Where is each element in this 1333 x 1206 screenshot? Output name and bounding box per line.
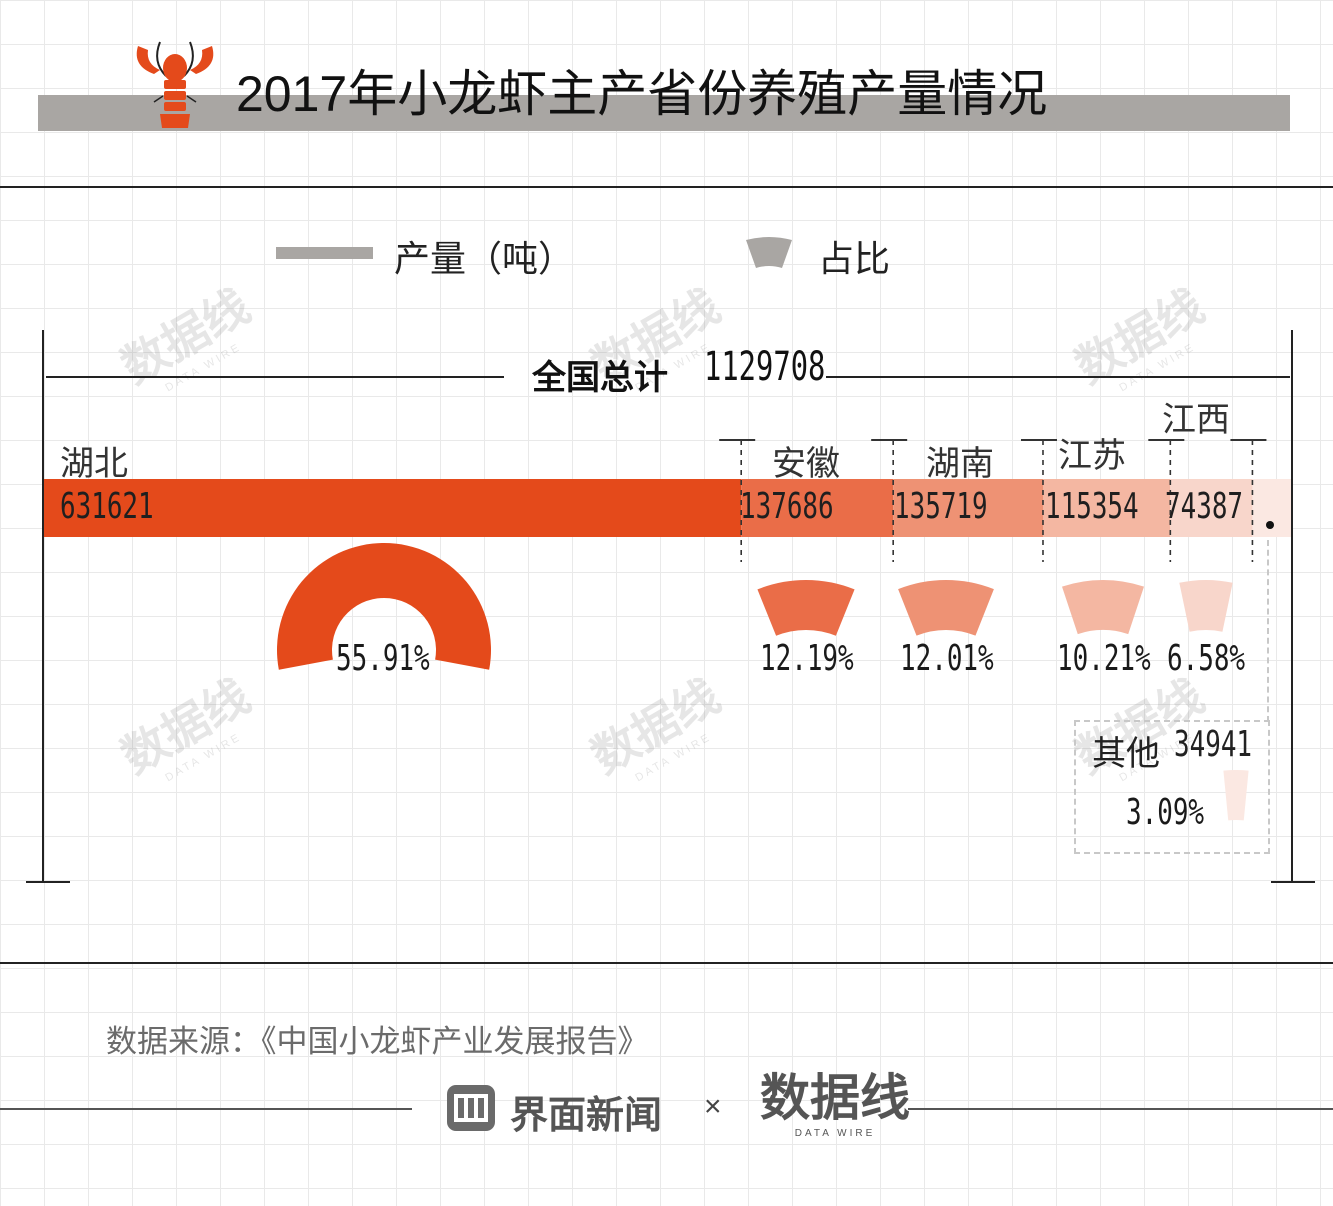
legend-share-icon xyxy=(746,237,792,268)
frame-right-line xyxy=(1291,330,1293,882)
bar-value-jiangxi: 74387 xyxy=(1165,486,1244,527)
total-line-right xyxy=(826,376,1290,378)
total-label: 全国总计 xyxy=(532,359,668,397)
bar-segment-anhui xyxy=(741,479,894,537)
share-label-jiangxi: 6.58% xyxy=(1167,638,1246,679)
bar-value-hubei: 631621 xyxy=(60,486,154,527)
share-label-jiangsu: 10.21% xyxy=(1057,638,1151,679)
other-callout-box xyxy=(1074,720,1270,854)
frame-left-foot xyxy=(26,881,70,883)
title-band xyxy=(38,95,1290,131)
other-share: 3.09% xyxy=(1126,792,1205,833)
header-divider xyxy=(0,186,1333,188)
page-title: 2017年小龙虾主产省份养殖产量情况 xyxy=(236,66,1048,122)
jiemian-logo-icon xyxy=(447,1085,495,1131)
share-label-anhui: 12.19% xyxy=(760,638,854,679)
other-callout-connector xyxy=(1267,540,1269,722)
datawire-logo-text: 数据线 xyxy=(760,1070,910,1126)
other-marker-dot xyxy=(1266,521,1274,529)
share-label-hubei: 55.91% xyxy=(336,638,430,679)
legend-production-swatch xyxy=(276,247,373,259)
bar-segment-jiangxi xyxy=(1170,479,1253,537)
share-arc-jiangsu xyxy=(1062,580,1144,635)
crayfish-icon xyxy=(136,41,214,128)
share-arc-hubei xyxy=(276,543,492,670)
category-label-hunan: 湖南 xyxy=(926,445,994,483)
source-note: 数据来源：《中国小龙虾产业发展报告》 xyxy=(106,1024,649,1059)
other-value: 34941 xyxy=(1174,724,1253,765)
datawire-logo: 数据线 DATA WIRE xyxy=(760,1068,910,1139)
category-label-jiangxi: 江西 xyxy=(1162,401,1230,439)
bar-segment-jiangsu xyxy=(1042,479,1171,537)
category-label-anhui: 安徽 xyxy=(772,445,840,483)
total-line-left xyxy=(46,376,504,378)
legend-share-label: 占比 xyxy=(818,238,891,279)
share-arc-other xyxy=(1223,770,1249,821)
brand-times: × xyxy=(704,1090,722,1123)
bar-value-anhui: 137686 xyxy=(740,486,834,527)
brand-name: 界面新闻 xyxy=(510,1095,663,1137)
bar-segment-hunan xyxy=(893,479,1043,537)
category-label-jiangsu: 江苏 xyxy=(1058,437,1126,475)
share-arc-hunan xyxy=(898,579,994,636)
frame-right-foot xyxy=(1271,881,1315,883)
category-label-hubei: 湖北 xyxy=(60,445,128,483)
share-arc-jiangxi xyxy=(1179,580,1233,632)
datawire-logo-subtext: DATA WIRE xyxy=(794,1128,876,1139)
footer-line-right xyxy=(908,1108,1333,1110)
legend-production-label: 产量（吨） xyxy=(394,238,575,279)
bar-segment-hubei xyxy=(44,479,742,537)
footer-divider xyxy=(0,962,1333,964)
share-label-hunan: 12.01% xyxy=(900,638,994,679)
other-label: 其他 xyxy=(1092,735,1160,773)
bar-value-hunan: 135719 xyxy=(894,486,988,527)
total-value: 1129708 xyxy=(704,344,826,390)
footer-line-left xyxy=(0,1108,412,1110)
frame-left-line xyxy=(42,330,44,882)
share-arc-anhui xyxy=(757,580,855,636)
bar-value-jiangsu: 115354 xyxy=(1045,486,1139,527)
